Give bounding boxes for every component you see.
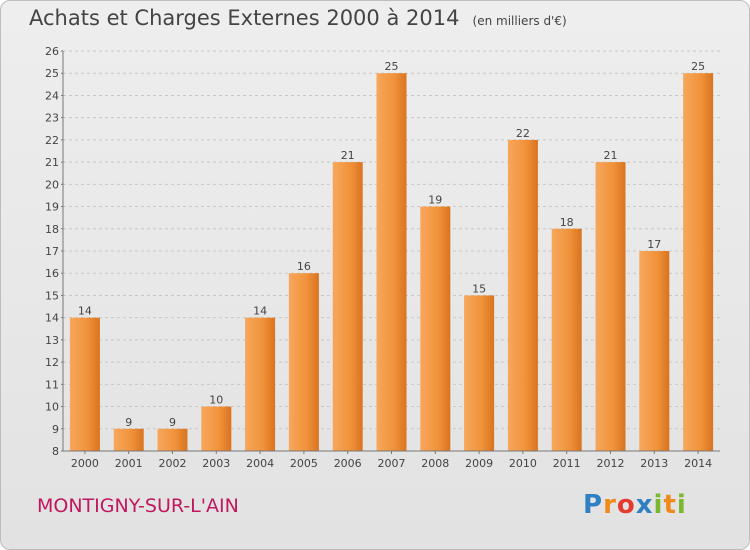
chart-title: Achats et Charges Externes 2000 à 2014 (… [29, 6, 567, 30]
y-tick-label: 19 [45, 201, 59, 214]
y-tick-label: 20 [45, 178, 59, 191]
bar [551, 228, 582, 451]
bar-value-label: 16 [297, 260, 311, 273]
y-tick-label: 17 [45, 245, 59, 258]
bar-value-label: 21 [604, 149, 618, 162]
commune-name: MONTIGNY-SUR-L'AIN [37, 495, 239, 517]
bar [595, 162, 626, 451]
bar [332, 162, 363, 451]
bar-value-label: 14 [78, 305, 92, 318]
logo-letter: o [616, 490, 636, 520]
x-tick-label: 2011 [553, 457, 581, 470]
y-tick-label: 8 [52, 445, 59, 458]
y-tick-label: 10 [45, 401, 59, 414]
y-tick-label: 16 [45, 267, 59, 280]
y-tick-label: 18 [45, 223, 59, 236]
x-tick-label: 2009 [465, 457, 493, 470]
x-tick-label: 2004 [246, 457, 274, 470]
bar-value-label: 21 [341, 149, 355, 162]
x-tick-label: 2005 [290, 457, 318, 470]
y-tick-label: 21 [45, 156, 59, 169]
bar [683, 73, 714, 451]
y-tick-label: 14 [45, 312, 59, 325]
bar [245, 317, 276, 451]
bar-value-label: 17 [647, 238, 661, 251]
logo-letter: P [583, 490, 604, 520]
y-tick-label: 26 [45, 45, 59, 58]
bar [420, 206, 451, 451]
x-tick-label: 2008 [421, 457, 449, 470]
x-tick-label: 2007 [378, 457, 406, 470]
logo-letter: i [653, 490, 664, 520]
x-tick-label: 2000 [71, 457, 99, 470]
y-tick-label: 11 [45, 378, 59, 391]
y-tick-label: 23 [45, 112, 59, 125]
unit-text: (en milliers d'€) [472, 14, 567, 28]
y-tick-label: 22 [45, 134, 59, 147]
x-tick-label: 2010 [509, 457, 537, 470]
logo-letter: x [635, 490, 654, 520]
bar-value-label: 14 [253, 305, 267, 318]
logo-letter: t [663, 490, 677, 520]
bar-value-label: 25 [385, 60, 399, 73]
bar [69, 317, 100, 451]
bar-value-label: 15 [472, 282, 486, 295]
bar-value-label: 10 [209, 394, 223, 407]
y-tick-label: 15 [45, 289, 59, 302]
axes: 8 9 10 11 12 13 14 15 16 17 18 19 20 21 22 23 24 25 26 2000… [45, 45, 720, 470]
bar [201, 406, 232, 451]
bar-value-label: 19 [428, 194, 442, 207]
bar [376, 73, 407, 451]
bar [288, 273, 319, 451]
y-tick-label: 24 [45, 89, 59, 102]
y-tick-label: 9 [52, 423, 59, 436]
y-tick-label: 12 [45, 356, 59, 369]
logo-letter: i [676, 490, 687, 520]
x-tick-label: 2006 [334, 457, 362, 470]
bar-value-label: 18 [560, 216, 574, 229]
x-tick-label: 2001 [115, 457, 143, 470]
bar-group: 14 9 9 10 14 16 21 25 19 15 22 18 21 17 25 [69, 60, 714, 451]
x-tick-label: 2002 [159, 457, 187, 470]
y-tick-label: 25 [45, 67, 59, 80]
bar [464, 295, 495, 451]
bar [113, 428, 144, 451]
bar [507, 139, 538, 451]
logo-letter: r [603, 490, 617, 520]
x-tick-label: 2013 [640, 457, 668, 470]
title-text: Achats et Charges Externes 2000 à 2014 [29, 6, 460, 30]
proxiti-logo: Proxiti [583, 490, 687, 520]
bar-value-label: 9 [169, 416, 176, 429]
bar-value-label: 25 [691, 60, 705, 73]
x-tick-label: 2014 [684, 457, 712, 470]
bar [639, 251, 670, 451]
y-tick-label: 13 [45, 334, 59, 347]
bar-value-label: 9 [125, 416, 132, 429]
x-tick-label: 2003 [202, 457, 230, 470]
x-tick-label: 2012 [597, 457, 625, 470]
bar-value-label: 22 [516, 127, 530, 140]
bar [157, 428, 188, 451]
